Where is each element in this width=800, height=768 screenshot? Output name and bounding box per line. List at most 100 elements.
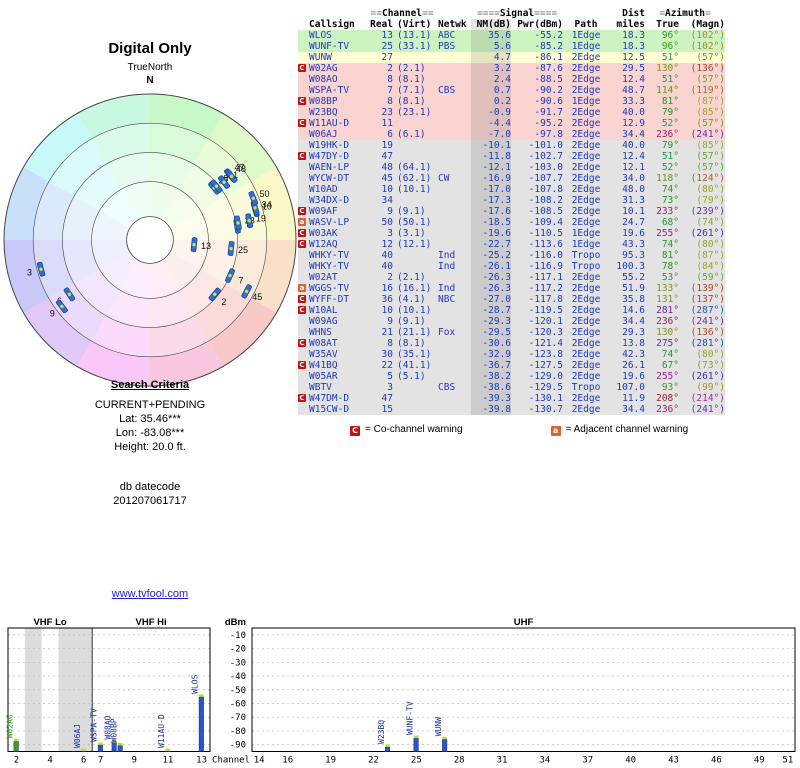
distance-miles: 35.8	[622, 294, 645, 305]
callsign: W02AT	[309, 272, 338, 283]
callsign: W19HK-D	[309, 140, 350, 151]
x-tick-label: 43	[668, 756, 679, 766]
table-row: C W47DY-D 47 -11.8 -102.7 2Edge 12.4 51° (57°)	[298, 151, 725, 162]
azimuth-magnetic: (80°)	[696, 184, 725, 195]
distance-miles: 18.3	[622, 30, 645, 41]
signal-power: -123.8	[528, 349, 563, 360]
section-label: UHF	[514, 617, 534, 628]
azimuth-true: 68°	[661, 217, 679, 228]
signal-power: -85.2	[534, 41, 563, 52]
channel-virtual: (8.1)	[397, 96, 426, 107]
signal-bar-cap	[13, 738, 19, 742]
distance-miles: 40.0	[622, 107, 645, 118]
radar-sector	[23, 240, 151, 367]
distance-miles: 42.3	[622, 349, 645, 360]
distance-miles: 31.3	[622, 195, 645, 206]
channel-virtual	[393, 404, 435, 415]
co-channel-text: = Co-channel warning	[365, 424, 463, 435]
radar-marker-label: 3	[27, 267, 32, 277]
table-row: W09AG 9 (9.1) -29.3 -120.1 2Edge 34.4 236° (241°…	[298, 316, 725, 327]
channel-virtual: (50.1)	[397, 217, 432, 228]
signal-path: 2Edge	[571, 52, 601, 63]
co-channel-symbol: C	[350, 426, 360, 436]
signal-power: -91.7	[534, 107, 563, 118]
table-row: C W47DM-D 47 -39.3 -130.1 2Edge 11.9 208° (214°)	[298, 393, 725, 404]
channel-virtual	[393, 393, 435, 404]
warning-marker	[298, 184, 309, 195]
azimuth-magnetic: (102°)	[690, 41, 725, 52]
group-header-channel: ≡≡Channel≡≡	[370, 8, 434, 19]
channel-virtual	[393, 261, 435, 272]
signal-bar	[413, 737, 419, 752]
channel-real: 47	[381, 393, 393, 404]
signal-path: 2Edge	[571, 404, 601, 415]
table-row: WHKY-TV 40 Ind -26.1 -116.9 Tropo 100.3 78° (84°…	[298, 261, 725, 272]
channel-virtual: (41.1)	[397, 360, 432, 371]
azimuth-true: 236°	[656, 316, 679, 327]
azimuth-true: 74°	[661, 239, 679, 250]
table-row: W19HK-D 19 -10.1 -101.0 2Edge 40.0 79° (85°)	[298, 140, 725, 151]
warning-marker	[298, 261, 309, 272]
radar-marker	[225, 268, 235, 283]
table-row: W02AT 2 (2.1) -26.3 -117.1 2Edge 55.2 53° (59°)	[298, 272, 725, 283]
noise-margin: 4.7	[471, 52, 511, 63]
azimuth-true: 51°	[661, 52, 679, 63]
network: Ind	[438, 283, 456, 294]
distance-miles: 12.1	[622, 162, 645, 173]
tvfool-link[interactable]: www.tvfool.com	[111, 588, 189, 600]
signal-path: 1Edge	[571, 41, 601, 52]
signal-power: -110.5	[528, 228, 563, 239]
channel-real: 30	[381, 349, 393, 360]
azimuth-magnetic: (59°)	[696, 272, 725, 283]
col-callsign: Callsign	[309, 19, 355, 30]
channel-virtual: (62.1)	[397, 173, 432, 184]
radar-marker-label: 25	[238, 245, 248, 255]
signal-path: 2Edge	[571, 272, 601, 283]
noise-margin: -30.6	[471, 338, 511, 349]
y-tick-label: -60	[230, 699, 246, 709]
signal-power: -108.5	[528, 206, 563, 217]
azimuth-true: 118°	[656, 173, 679, 184]
channel-virtual: (23.1)	[397, 107, 432, 118]
noise-margin: -39.3	[471, 393, 511, 404]
azimuth-magnetic: (136°)	[690, 327, 725, 338]
radar-sector	[77, 94, 150, 240]
col-miles: miles	[616, 19, 645, 30]
table-row: W15CW-D 15 -39.8 -130.7 2Edge 34.4 236° (241°)	[298, 404, 725, 415]
noise-margin: -7.0	[471, 129, 511, 140]
noise-margin: -12.1	[471, 162, 511, 173]
y-tick-label: -70	[230, 713, 246, 723]
radar-marker	[55, 299, 68, 314]
azimuth-true: 51°	[661, 74, 679, 85]
callsign: W41BQ	[309, 360, 338, 371]
table-group-header: ≡≡Channel≡≡ ≡≡≡≡Signal≡≡≡≡ Dist ≡Azimuth…	[298, 8, 725, 19]
noise-margin: -19.6	[471, 228, 511, 239]
noise-margin: -4.4	[471, 118, 511, 129]
signal-bar	[442, 739, 448, 752]
search-lat: Lat: 35.46***	[119, 413, 181, 425]
channel-virtual: (4.1)	[397, 294, 426, 305]
radar-sector	[4, 240, 150, 313]
distance-miles: 10.1	[622, 206, 645, 217]
radar-marker-label: 10	[262, 201, 272, 211]
channel-real: 34	[381, 195, 393, 206]
callsign: W09AG	[309, 316, 338, 327]
table-row: WSPA-TV 7 (7.1) CBS 0.7 -90.2 2Edge 48.7 114° (11…	[298, 85, 725, 96]
channel-real: 40	[381, 250, 393, 261]
network	[435, 140, 471, 151]
azimuth-true: 81°	[661, 96, 679, 107]
channel-virtual: (21.1)	[397, 327, 432, 338]
noise-margin: -32.9	[471, 349, 511, 360]
azimuth-magnetic: (139°)	[690, 283, 725, 294]
warning-marker	[298, 382, 309, 393]
radar-sector	[150, 240, 223, 386]
signal-path: 2Edge	[571, 294, 601, 305]
radar-sector	[150, 240, 296, 313]
table-row: WHNS 21 (21.1) Fox -29.5 -120.3 2Edge 29.3 130° (…	[298, 327, 725, 338]
signal-path: 2Edge	[571, 305, 601, 316]
callsign: W12AQ	[309, 239, 338, 250]
distance-miles: 14.6	[622, 305, 645, 316]
y-tick-label: -90	[230, 741, 246, 751]
radar-marker	[241, 284, 252, 299]
noise-margin: -17.3	[471, 195, 511, 206]
